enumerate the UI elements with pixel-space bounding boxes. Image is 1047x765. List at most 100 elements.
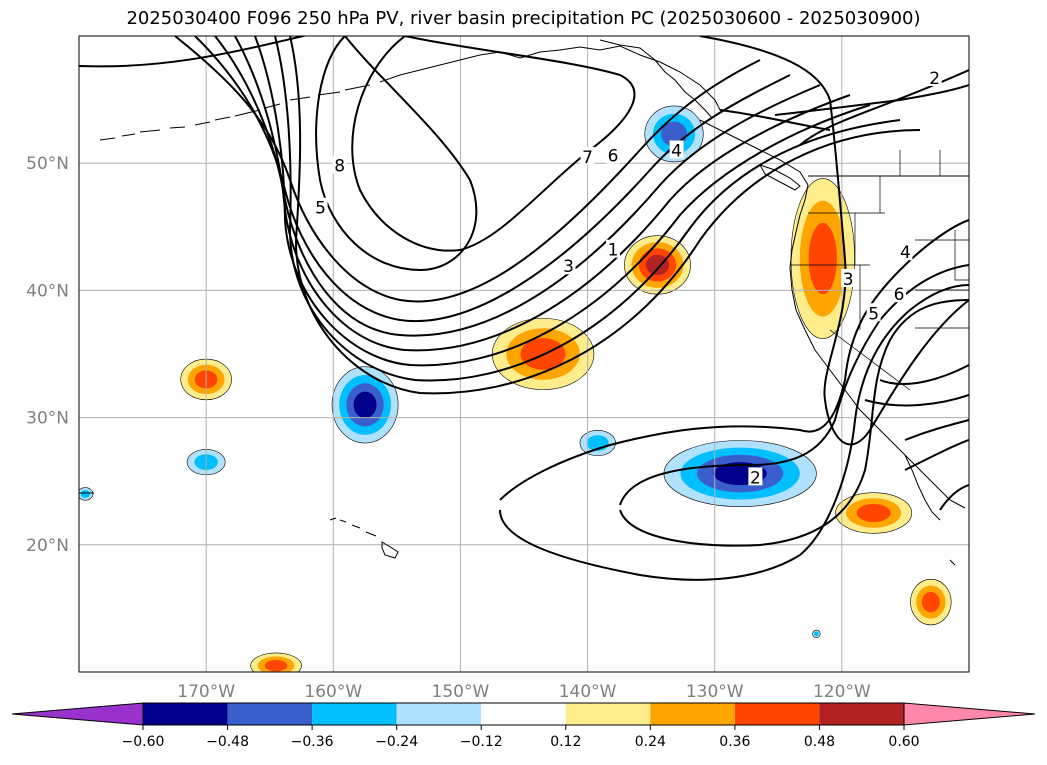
colorbar-segment bbox=[481, 703, 566, 725]
longitude-label: 120°W bbox=[813, 682, 871, 702]
pv-contours bbox=[79, 36, 969, 581]
latitude-label: 50°N bbox=[26, 154, 69, 174]
pv-contour-label: 2 bbox=[929, 69, 940, 89]
pv-contour-label: 1 bbox=[608, 241, 619, 261]
pv-contour-label: 5 bbox=[868, 304, 879, 324]
pv-contour bbox=[254, 36, 871, 367]
pv-contour-wave bbox=[619, 299, 969, 547]
contour-label-bg bbox=[898, 242, 913, 261]
longitude-label: 170°W bbox=[177, 682, 235, 702]
longitude-label: 150°W bbox=[432, 682, 490, 702]
colorbar-label: −0.12 bbox=[460, 734, 503, 750]
contour-label-bg bbox=[669, 140, 684, 159]
colorbar-segment bbox=[650, 703, 735, 725]
colorbar-label: −0.24 bbox=[375, 734, 418, 750]
pv-contour-east bbox=[904, 419, 969, 441]
longitude-label: 160°W bbox=[304, 682, 362, 702]
colorbar-frame bbox=[142, 702, 905, 726]
contour-label-bg bbox=[561, 256, 576, 275]
contour-label-bg bbox=[332, 155, 347, 174]
pv-contour-east bbox=[939, 484, 969, 511]
aleutian-islands bbox=[99, 84, 371, 141]
precip-anomaly-area bbox=[856, 503, 891, 523]
contour-label-bg bbox=[606, 145, 620, 164]
latitude-label: 40°N bbox=[26, 281, 69, 301]
graticule bbox=[79, 36, 969, 672]
pv-contour-label: 4 bbox=[900, 243, 911, 263]
precip-anomaly-area bbox=[80, 490, 91, 498]
colorbar-label: 0.12 bbox=[550, 734, 581, 750]
coastlines bbox=[79, 39, 969, 566]
contour-label-bg bbox=[313, 197, 328, 216]
pv-contour-label: 3 bbox=[843, 270, 854, 290]
pv-contour bbox=[214, 36, 821, 337]
contour-label-bg bbox=[841, 268, 856, 287]
state-borders bbox=[790, 150, 969, 391]
colorbar-segment bbox=[143, 703, 228, 725]
alaska-coast bbox=[379, 45, 721, 111]
pv-contour bbox=[719, 109, 831, 131]
pv-contour-label: 5 bbox=[315, 199, 326, 219]
colorbar-segment bbox=[734, 703, 820, 725]
colorbar-extend-high bbox=[903, 702, 1036, 726]
north-america-west-coast bbox=[699, 119, 966, 509]
alaska-panhandle bbox=[599, 39, 713, 119]
hawaii-islands bbox=[329, 517, 399, 559]
pv-contour bbox=[289, 36, 921, 395]
pv-contour-label: 6 bbox=[894, 285, 905, 305]
pv-contour-label: 6 bbox=[608, 147, 619, 167]
colorbar-segment bbox=[396, 703, 482, 725]
pv-contour-label: 4 bbox=[671, 141, 682, 161]
pv-contour bbox=[699, 36, 969, 446]
contour-label-bg bbox=[892, 284, 907, 303]
colorbar-segment bbox=[565, 703, 651, 725]
map-title: 2025030400 F096 250 hPa PV, river basin … bbox=[126, 8, 921, 29]
latitude-labels: 50°N 40°N 30°N 20°N bbox=[26, 154, 69, 556]
pv-contour-label: 8 bbox=[334, 157, 345, 177]
precip-layer bbox=[79, 105, 952, 672]
colorbar-label: 0.24 bbox=[635, 734, 666, 750]
latitude-label: 30°N bbox=[26, 409, 69, 429]
pv-contour bbox=[274, 36, 901, 382]
pv-contour-closed bbox=[351, 36, 636, 252]
contour-label-bg bbox=[580, 146, 595, 165]
colorbar-label: 0.48 bbox=[804, 734, 835, 750]
longitude-label: 140°W bbox=[559, 682, 617, 702]
latitude-label: 20°N bbox=[26, 536, 69, 556]
precip-anomaly-area bbox=[921, 591, 940, 613]
colorbar-label: −0.48 bbox=[206, 734, 249, 750]
pv-contour-label: 7 bbox=[582, 148, 593, 168]
map-frame bbox=[78, 35, 970, 673]
contour-label-bg bbox=[866, 303, 881, 322]
pv-contour bbox=[234, 36, 851, 352]
precip-anomaly-area bbox=[814, 631, 819, 637]
contour-label-bg bbox=[748, 467, 763, 486]
colorbar-label: −0.36 bbox=[291, 734, 334, 750]
pv-contour-closed bbox=[315, 36, 478, 272]
pv-contour bbox=[194, 36, 791, 323]
longitude-labels: 170°W 160°W 150°W 140°W 130°W 120°W bbox=[177, 682, 871, 702]
colorbar-segment bbox=[819, 703, 904, 725]
colorbar: −0.60 −0.48 −0.36 −0.24 −0.12 0.12 0.24 0.36 0.4… bbox=[11, 702, 1036, 750]
precip-anomaly-area bbox=[646, 254, 669, 276]
pv-contour-wave bbox=[499, 284, 969, 581]
colorbar-segment bbox=[312, 703, 397, 725]
colorbar-label: 0.36 bbox=[719, 734, 750, 750]
longitude-label: 130°W bbox=[686, 682, 744, 702]
pv-contour-wave bbox=[499, 219, 969, 501]
pv-contour-label: 3 bbox=[563, 257, 574, 277]
pv-contour-east bbox=[864, 394, 969, 407]
pv-contour-east bbox=[879, 364, 969, 386]
precip-anomaly-area bbox=[264, 659, 288, 672]
contour-label-bg bbox=[927, 67, 942, 86]
precip-anomaly-area bbox=[808, 222, 837, 295]
contour-label-bg bbox=[606, 239, 620, 258]
colorbar-extend-low bbox=[11, 702, 144, 726]
colorbar-segment bbox=[227, 703, 313, 725]
pv-contour-label: 2 bbox=[750, 468, 761, 488]
precip-anomaly-area bbox=[353, 391, 377, 419]
pv-contour-east bbox=[904, 439, 969, 471]
colorbar-label: −0.60 bbox=[122, 734, 165, 750]
